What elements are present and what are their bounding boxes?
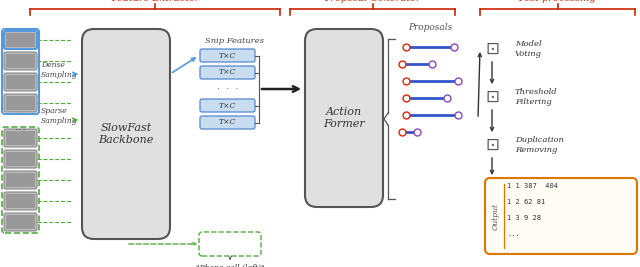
FancyBboxPatch shape <box>4 213 37 231</box>
Text: Sparse
Sampling: Sparse Sampling <box>41 107 77 125</box>
Text: T×C: T×C <box>219 101 236 109</box>
FancyBboxPatch shape <box>200 116 255 129</box>
Text: T×C: T×C <box>219 69 236 77</box>
Text: ⊡: ⊡ <box>485 88 499 106</box>
FancyBboxPatch shape <box>200 49 255 62</box>
Text: Proposals: Proposals <box>408 22 452 32</box>
FancyBboxPatch shape <box>200 99 255 112</box>
Bar <box>6 96 35 110</box>
Text: ⊡: ⊡ <box>485 136 499 154</box>
Text: ·  ·  ·: · · · <box>217 84 238 95</box>
FancyBboxPatch shape <box>4 52 37 70</box>
Bar <box>6 33 35 47</box>
Text: Post-processing: Post-processing <box>518 0 596 3</box>
Text: 1 2 62 81: 1 2 62 81 <box>507 199 545 205</box>
Text: Duplication
Removing: Duplication Removing <box>515 136 564 154</box>
Bar <box>6 173 35 187</box>
Text: 1 1 387  404: 1 1 387 404 <box>507 183 558 189</box>
Bar <box>6 75 35 89</box>
Bar <box>6 54 35 68</box>
Text: Output: Output <box>492 202 500 230</box>
Text: ⊡: ⊡ <box>485 40 499 58</box>
Text: SlowFast
Backbone: SlowFast Backbone <box>99 123 154 145</box>
FancyBboxPatch shape <box>199 232 261 256</box>
Text: Snip Features: Snip Features <box>205 37 264 45</box>
FancyBboxPatch shape <box>4 73 37 91</box>
FancyBboxPatch shape <box>200 66 255 79</box>
Text: Proposal Generator: Proposal Generator <box>324 0 421 3</box>
Text: 1 3 9 28: 1 3 9 28 <box>507 215 541 221</box>
FancyBboxPatch shape <box>4 150 37 168</box>
Text: "Phone call (left)": "Phone call (left)" <box>196 264 264 267</box>
Text: ...: ... <box>15 120 26 134</box>
FancyBboxPatch shape <box>4 31 37 49</box>
FancyBboxPatch shape <box>82 29 170 239</box>
FancyBboxPatch shape <box>4 171 37 189</box>
Text: Action
Former: Action Former <box>323 107 365 129</box>
Bar <box>6 152 35 166</box>
Text: T×C: T×C <box>219 119 236 127</box>
FancyBboxPatch shape <box>305 29 383 207</box>
FancyBboxPatch shape <box>4 94 37 112</box>
FancyBboxPatch shape <box>485 178 637 254</box>
FancyBboxPatch shape <box>4 129 37 147</box>
Text: Classifier: Classifier <box>210 240 250 248</box>
Text: Feature Extractor: Feature Extractor <box>111 0 199 3</box>
Text: ...: ... <box>507 231 520 237</box>
FancyBboxPatch shape <box>4 192 37 210</box>
Text: Threshold
Filtering: Threshold Filtering <box>515 88 557 106</box>
Bar <box>6 215 35 229</box>
Text: Dense
Sampling: Dense Sampling <box>41 61 77 78</box>
Bar <box>6 131 35 145</box>
Text: T×C: T×C <box>219 52 236 60</box>
Text: Model
Voting: Model Voting <box>515 40 542 58</box>
Bar <box>6 194 35 208</box>
